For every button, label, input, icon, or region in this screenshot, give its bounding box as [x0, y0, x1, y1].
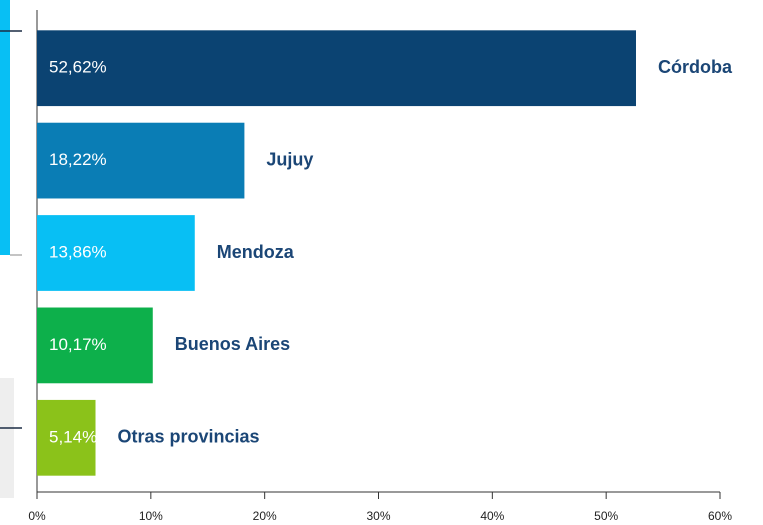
x-tick-label: 10%: [139, 509, 163, 523]
category-label: Mendoza: [217, 242, 295, 262]
value-label: 13,86%: [49, 242, 107, 261]
bar: [37, 30, 636, 107]
x-tick-label: 50%: [594, 509, 618, 523]
x-tick-label: 20%: [253, 509, 277, 523]
category-label: Buenos Aires: [175, 334, 290, 354]
x-tick-label: 60%: [708, 509, 732, 523]
decoration: [0, 0, 10, 255]
category-label: Jujuy: [266, 149, 313, 169]
value-label: 18,22%: [49, 150, 107, 169]
value-label: 10,17%: [49, 335, 107, 354]
x-tick-label: 0%: [28, 509, 46, 523]
bar: [37, 215, 195, 291]
category-label: Otras provincias: [118, 427, 260, 447]
x-tick-label: 30%: [366, 509, 390, 523]
x-tick-label: 40%: [480, 509, 504, 523]
bar: [37, 122, 245, 199]
bar: [37, 399, 96, 476]
bar: [37, 307, 153, 384]
value-label: 5,14%: [49, 427, 97, 446]
category-label: Córdoba: [658, 57, 733, 77]
decoration: [0, 378, 14, 498]
value-label: 52,62%: [49, 58, 107, 77]
